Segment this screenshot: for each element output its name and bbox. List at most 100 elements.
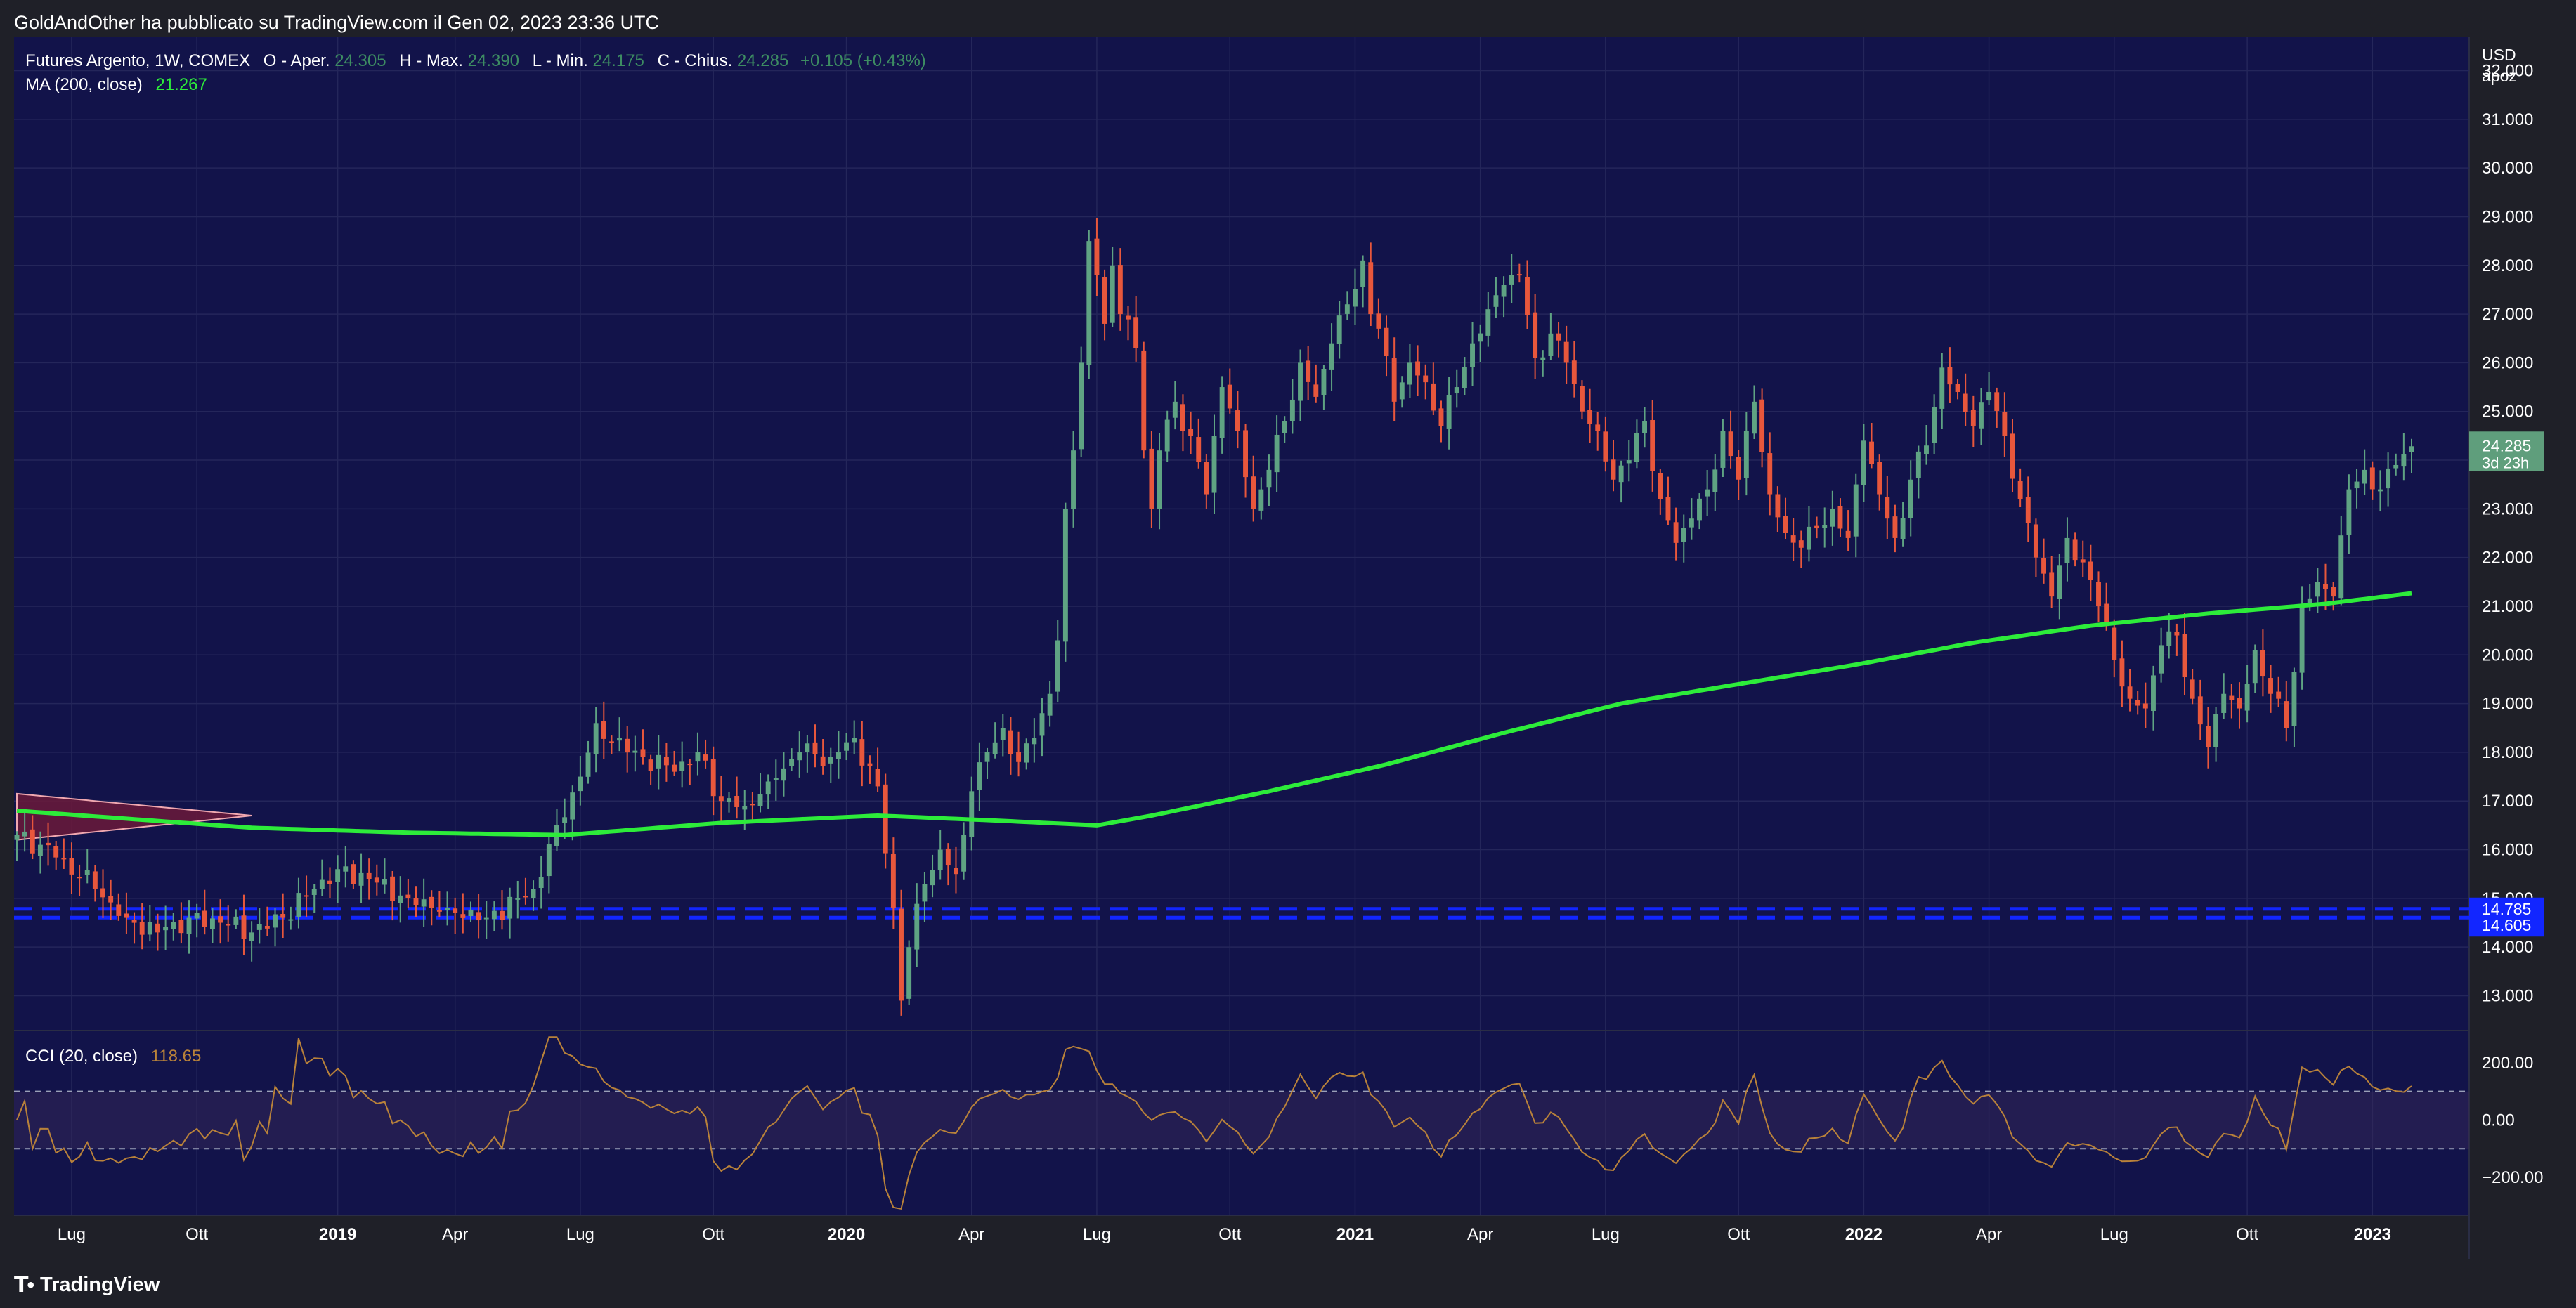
candle [390,870,396,921]
candle-body [890,854,896,908]
candle [1595,412,1601,451]
candle [108,879,114,920]
candle-body [2284,701,2289,728]
candle [37,831,43,874]
candle-body [1415,361,1421,376]
candle [1391,337,1397,421]
candle-body [2135,700,2140,706]
candle [421,878,427,927]
candle [304,875,309,917]
candle [46,822,51,866]
cci-indicator[interactable] [16,1036,2412,1210]
candle-body [1110,265,1115,323]
candle [1274,415,1280,492]
price-pane[interactable] [14,37,2469,1030]
candle [1775,486,1781,532]
candle-body [1478,333,1483,342]
level-label-upper: 14.785 [2482,900,2531,918]
candle [1516,263,1522,283]
candle-body [335,869,341,882]
candle [703,739,708,769]
candle-body [1062,509,1068,642]
candle [2377,470,2383,512]
price-tick-label: 31.000 [2482,110,2533,129]
candle [890,837,896,929]
candle-body [992,742,998,754]
candle [617,717,623,752]
candle [2096,571,2101,622]
candle-body [2315,582,2320,597]
candle [1994,387,2000,428]
candle [1790,518,1796,561]
candle [1611,440,1616,492]
time-axis[interactable]: Lug Ott 2019 Apr Lug Ott 2020 Apr Lug Ott 2021 Apr L… [58,1225,2391,1244]
candle [241,894,247,955]
chart-area[interactable]: 32.000 31.000 30.000 29.000 28.000 27.000 26.0… [0,37,2576,1259]
candle-body [648,759,653,771]
candle-body [1501,285,1507,297]
candle-body [1540,357,1546,360]
candle-body [249,932,254,941]
candle [2205,707,2211,769]
candle-body [1204,462,1209,495]
candle-body [703,754,708,761]
candle [1869,423,1874,469]
candle-body [1525,277,1530,315]
price-tick-label: 17.000 [2482,792,2533,811]
candlestick-series[interactable] [14,218,2414,1016]
candle [1071,431,1076,528]
moving-average-line[interactable] [16,591,2412,837]
time-tick-label: Ott [702,1225,724,1244]
price-tick-label: 26.000 [2482,353,2533,372]
candle [1705,469,1710,516]
candle [1032,718,1037,763]
cci-pane[interactable] [14,1031,2469,1215]
candle-body [625,738,630,753]
candle-body [875,769,880,787]
price-axis[interactable]: 32.000 31.000 30.000 29.000 28.000 27.000 26.0… [2469,62,2544,1006]
candle-body [1650,420,1655,471]
cci-tick-label: 200.00 [2482,1054,2533,1073]
candle-body [1235,410,1240,431]
symbol-legend[interactable]: Futures Argento, 1W, COMEX O - Aper. 24.… [25,51,926,1066]
candle [2291,667,2297,747]
candle-body [1853,484,1859,537]
candle [1360,255,1366,308]
candle-body [374,877,379,883]
candle [1039,698,1045,757]
candle [663,743,669,782]
candle-body [2362,469,2367,484]
candle-body [69,857,74,875]
candle [1235,391,1240,449]
tradingview-logo[interactable]: 𝗧• TradingView [14,1273,160,1297]
candle [2197,679,2203,740]
candle [1306,346,1311,400]
candle [1963,373,1968,426]
candle-body [37,844,43,856]
price-tick-label: 19.000 [2482,695,2533,714]
candle [1720,419,1726,478]
candle [1986,372,1992,405]
candle [1446,377,1452,450]
candle-body [632,750,638,753]
candle [1493,277,1499,318]
candle [1915,445,1921,499]
candle-body [2377,489,2383,492]
candle-body [209,918,215,929]
time-tick-label: Ott [1727,1225,1750,1244]
candle-body [2221,693,2227,713]
candle [1462,357,1467,395]
candle [679,741,685,788]
candle [53,840,59,870]
candle [155,913,160,951]
candle [233,909,239,929]
candle [61,838,67,869]
candle-body [727,798,731,803]
candle-body [1423,375,1429,383]
candle-body [687,764,693,766]
candle [1454,369,1459,408]
candle-body [1321,369,1327,395]
candle [311,884,317,914]
candle-body [46,842,51,846]
triangle-drawing[interactable] [16,792,252,841]
